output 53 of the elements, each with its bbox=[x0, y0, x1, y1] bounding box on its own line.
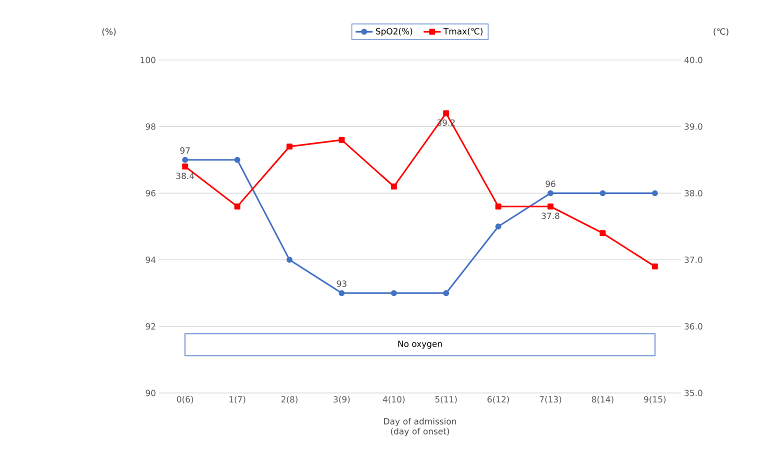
x-tick-label: 9(15) bbox=[644, 396, 666, 404]
point bbox=[600, 190, 606, 196]
legend-label: Tmax(℃) bbox=[443, 28, 482, 36]
data-label: 38.4 bbox=[176, 172, 194, 180]
point bbox=[443, 110, 450, 116]
data-label: 93 bbox=[336, 280, 346, 287]
point bbox=[495, 204, 502, 210]
point bbox=[182, 164, 188, 170]
x-tick-label: 6(12) bbox=[488, 396, 509, 404]
y2-tick-label: 36.0 bbox=[684, 323, 702, 330]
x-tick-label: 1(7) bbox=[230, 396, 246, 404]
legend-label: SpO2(%) bbox=[376, 28, 412, 36]
y-tick-label: 96 bbox=[146, 190, 156, 196]
data-label: 96 bbox=[546, 180, 556, 188]
data-label: 37.8 bbox=[542, 212, 560, 220]
y2-tick-label: 35.0 bbox=[684, 390, 702, 396]
y-tick-label: 98 bbox=[146, 123, 156, 130]
point bbox=[390, 290, 397, 296]
y2-tick-label: 40.0 bbox=[684, 56, 702, 64]
y-tick-label: 94 bbox=[146, 256, 156, 263]
point bbox=[338, 290, 345, 296]
x-tick-label: 8(14) bbox=[592, 396, 614, 404]
x-tick-label: 4(10) bbox=[382, 396, 405, 404]
point bbox=[234, 156, 240, 163]
y-tick-label: 100 bbox=[140, 56, 156, 64]
x-tick-label: 0(6) bbox=[176, 396, 194, 404]
point bbox=[548, 204, 554, 210]
x-tick-label: 3(9) bbox=[334, 396, 350, 404]
point bbox=[390, 184, 397, 190]
point bbox=[652, 263, 658, 270]
point bbox=[548, 190, 554, 196]
y2-tick-label: 39.0 bbox=[684, 123, 702, 130]
point bbox=[286, 144, 292, 150]
x-tick-label: 5(11) bbox=[435, 396, 457, 404]
y2-axis-title: (℃) bbox=[714, 28, 728, 36]
annotation: No oxygen bbox=[398, 340, 442, 349]
x-tick-label: 7(13) bbox=[540, 396, 562, 404]
point bbox=[443, 290, 450, 296]
y-tick-label: 92 bbox=[146, 323, 156, 330]
point bbox=[652, 190, 658, 196]
point bbox=[182, 156, 188, 163]
point bbox=[286, 256, 292, 263]
point bbox=[338, 136, 345, 143]
x-tick-label: 2(8) bbox=[281, 396, 298, 404]
y-tick-label: 90 bbox=[146, 390, 156, 396]
y-axis-title: (%) bbox=[102, 28, 116, 36]
y2-tick-label: 38.0 bbox=[684, 190, 702, 196]
point bbox=[495, 223, 502, 230]
point bbox=[234, 204, 240, 210]
point bbox=[600, 230, 606, 236]
x-axis-title: Day of admission (day of onset) bbox=[384, 418, 456, 436]
y2-tick-label: 37.0 bbox=[684, 256, 702, 263]
data-label: 97 bbox=[180, 147, 190, 154]
